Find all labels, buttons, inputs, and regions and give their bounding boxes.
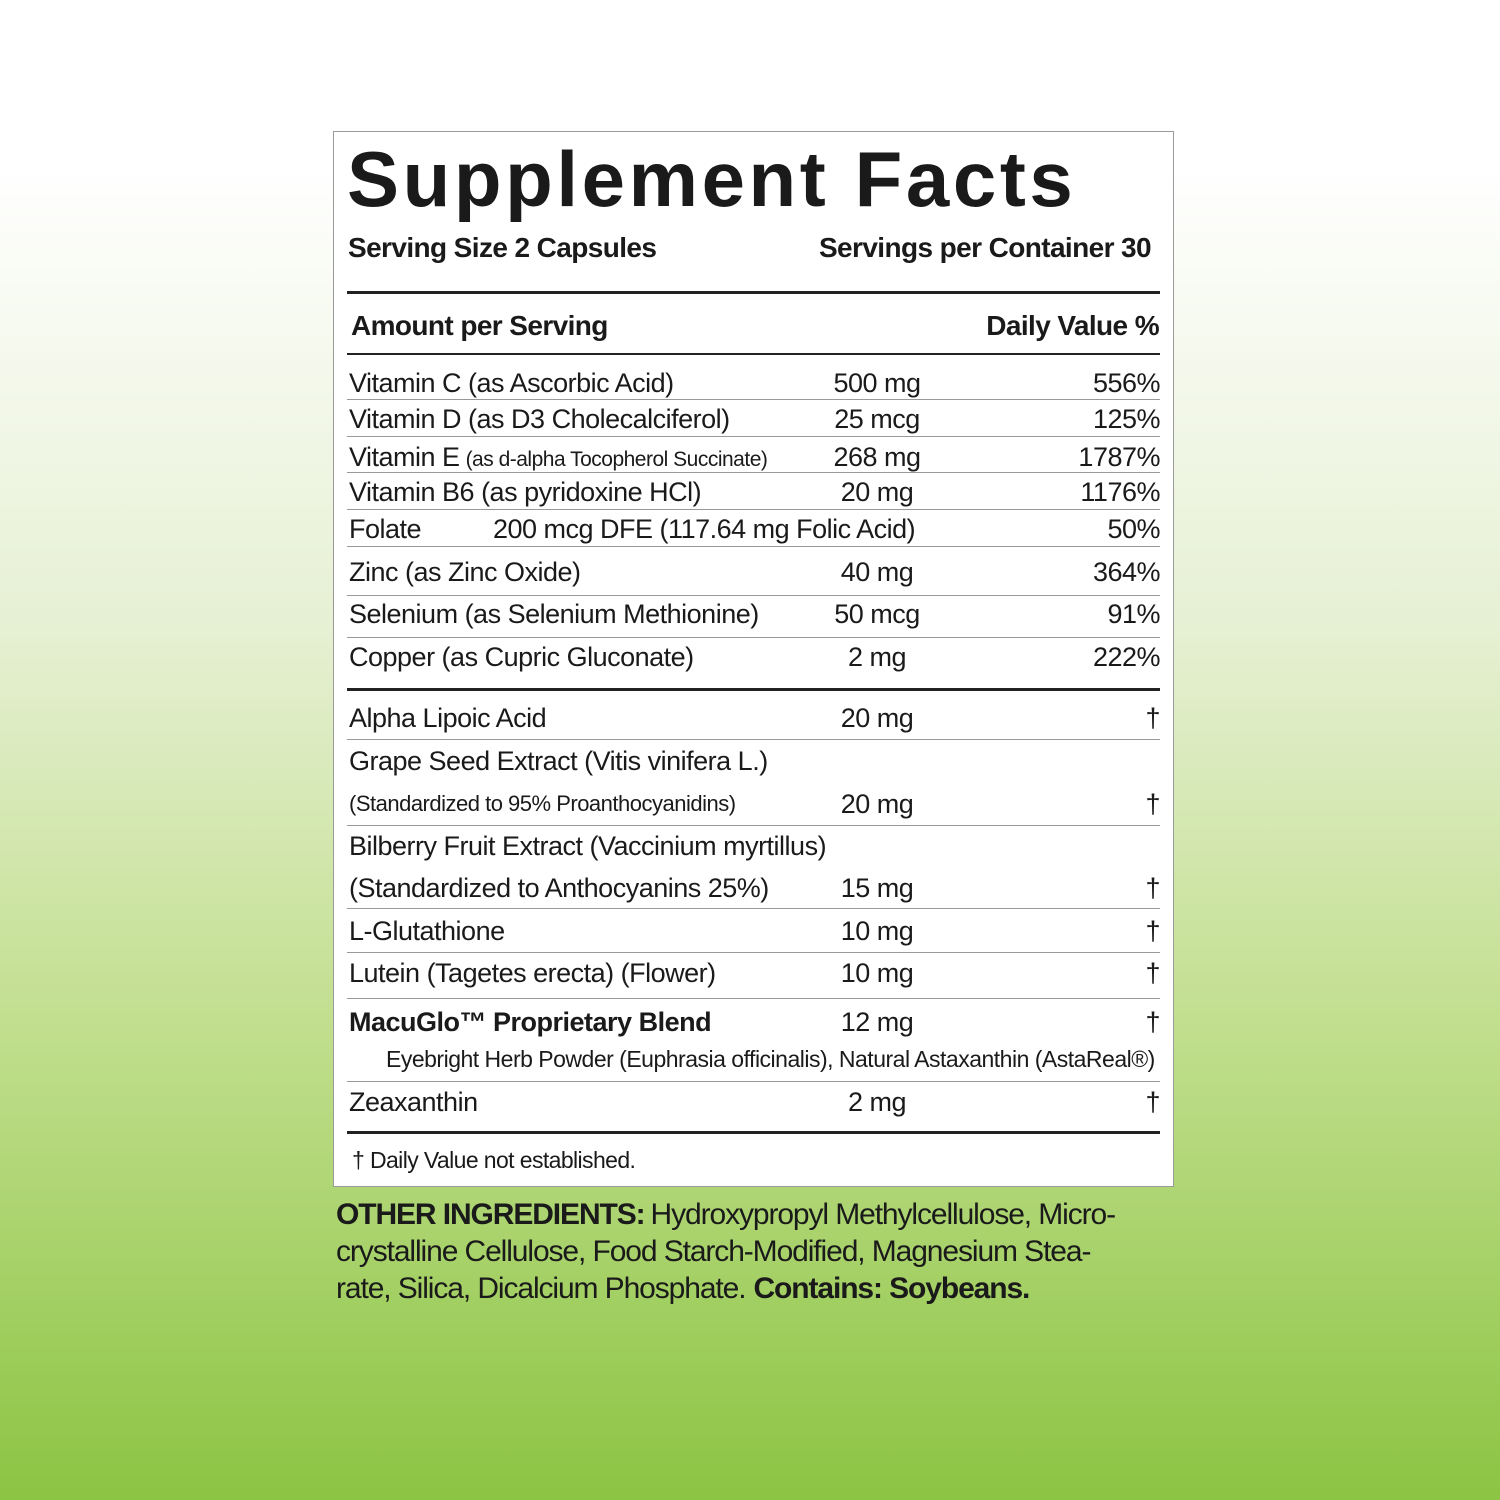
row-daily-value: 364%	[1092, 556, 1161, 587]
rule	[347, 595, 1160, 596]
row-name: Alpha Lipoic Acid	[349, 702, 547, 733]
row-amount: 500 mg	[833, 367, 921, 398]
row-name: Grape Seed Extract (Vitis vinifera L.)	[349, 745, 768, 776]
row-amount: 12 mg	[840, 1006, 914, 1037]
rule	[347, 1131, 1160, 1134]
rule	[347, 399, 1160, 400]
rule	[347, 472, 1160, 473]
title: Supplement Facts	[347, 135, 1077, 223]
row-note: (Standardized to Anthocyanins 25%)	[349, 872, 769, 903]
rule	[347, 688, 1160, 691]
row-name: Copper (as Cupric Gluconate)	[349, 641, 694, 672]
row-daily-value: †	[1145, 788, 1160, 819]
row-amount: 20 mg	[840, 788, 914, 819]
row-daily-value: †	[1145, 1006, 1160, 1037]
row-amount: 268 mg	[833, 441, 921, 472]
row-daily-value: †	[1145, 915, 1160, 946]
rule	[347, 353, 1160, 355]
rule	[347, 739, 1160, 740]
rule	[347, 436, 1160, 437]
row-note: (Standardized to 95% Proanthocyanidins)	[349, 791, 736, 816]
rule	[347, 952, 1160, 953]
row-daily-value: 556%	[1092, 367, 1161, 398]
row-name: Vitamin C (as Ascorbic Acid)	[349, 367, 674, 398]
row-name: Folate	[349, 513, 422, 544]
row-amount: 200 mcg DFE (117.64 mg Folic Acid)	[493, 513, 916, 544]
footnote: † Daily Value not established.	[352, 1147, 636, 1173]
row-amount: 25 mcg	[834, 403, 920, 434]
row-amount: 10 mg	[840, 915, 914, 946]
other-ingredients-line: rate, Silica, Dicalcium Phosphate.	[336, 1272, 747, 1305]
rule	[347, 509, 1160, 510]
row-daily-value: 1176%	[1080, 476, 1160, 507]
row-name: Vitamin D (as D3 Cholecalciferol)	[349, 403, 730, 434]
serving-size: Serving Size 2 Capsules	[348, 232, 657, 263]
rule	[347, 998, 1160, 999]
rule	[347, 291, 1160, 294]
row-amount: 40 mg	[840, 556, 914, 587]
row-daily-value: 222%	[1092, 641, 1161, 672]
row-note: Eyebright Herb Powder (Euphrasia officin…	[386, 1045, 1155, 1072]
other-ingredients-label: OTHER INGREDIENTS:	[336, 1198, 646, 1231]
row-amount: 50 mcg	[834, 598, 920, 629]
row-amount: 20 mg	[840, 702, 914, 733]
row-name: Lutein (Tagetes erecta) (Flower)	[349, 957, 716, 988]
row-name: Vitamin E	[349, 441, 460, 472]
amount-header: Amount per Serving	[351, 310, 608, 341]
row-daily-value: 91%	[1107, 598, 1160, 629]
contains: Contains: Soybeans.	[753, 1272, 1030, 1305]
row-name: L-Glutathione	[349, 915, 505, 946]
row-name: Zinc (as Zinc Oxide)	[349, 556, 581, 587]
row-amount: 2 mg	[847, 641, 907, 672]
row-daily-value: †	[1145, 1086, 1160, 1117]
row-name: Zeaxanthin	[349, 1086, 478, 1117]
row-daily-value: †	[1145, 702, 1160, 733]
rule	[347, 908, 1160, 909]
row-daily-value: 1787%	[1078, 441, 1160, 472]
daily-value-header: Daily Value %	[986, 310, 1159, 341]
row-note: (as d-alpha Tocopherol Succinate)	[465, 447, 768, 471]
rule	[347, 825, 1160, 826]
row-daily-value: 50%	[1107, 513, 1160, 544]
rule	[347, 546, 1160, 547]
facts-panel	[333, 131, 1174, 1187]
row-amount: 10 mg	[840, 957, 914, 988]
row-amount: 15 mg	[840, 872, 914, 903]
row-name: MacuGlo™ Proprietary Blend	[349, 1006, 712, 1037]
row-daily-value: †	[1145, 957, 1160, 988]
row-amount: 2 mg	[847, 1086, 907, 1117]
row-name: Selenium (as Selenium Methionine)	[349, 598, 759, 629]
other-ingredients-line: crystalline Cellulose, Food Starch-Modif…	[336, 1235, 1091, 1268]
row-daily-value: †	[1145, 872, 1160, 903]
servings-per-container: Servings per Container 30	[818, 232, 1152, 263]
row-name: Vitamin B6 (as pyridoxine HCl)	[349, 476, 702, 507]
other-ingredients-line: Hydroxypropyl Methylcellulose, Micro-	[650, 1198, 1117, 1231]
row-name: Bilberry Fruit Extract (Vaccinium myrtil…	[349, 830, 827, 861]
rule	[347, 637, 1160, 638]
row-daily-value: 125%	[1092, 403, 1161, 434]
row-amount: 20 mg	[840, 476, 914, 507]
rule	[347, 1081, 1160, 1082]
